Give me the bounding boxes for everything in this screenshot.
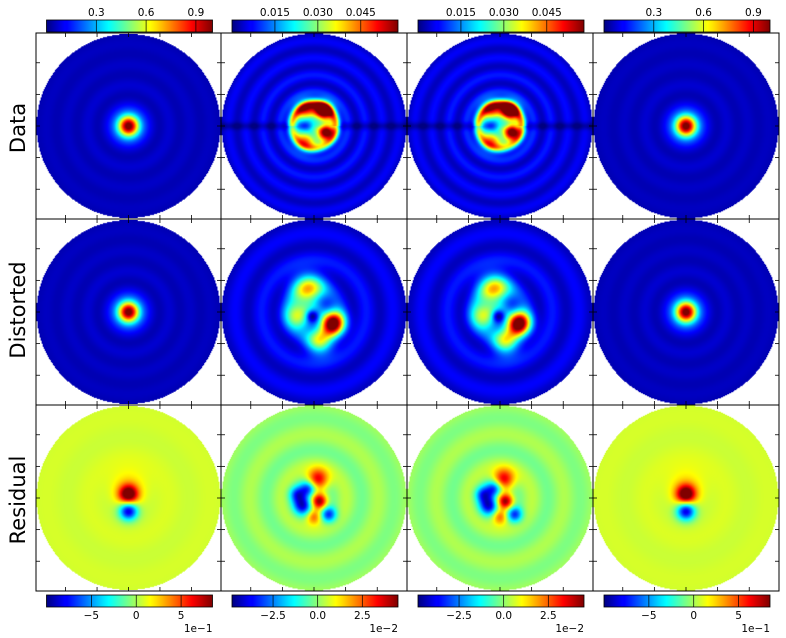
colorbar-tick-label: 2.5 [540, 610, 557, 622]
panel-heatmap [593, 219, 779, 405]
colorbars: 0.3 0.6 0.9 0.015 0.030 0.045 0.015 0.030 0.045 0… [46, 7, 771, 635]
colorbar-tick-label: 0.6 [138, 7, 155, 19]
colorbar-tick-label: 0.9 [745, 7, 762, 19]
panel-2-0 [35, 404, 222, 592]
colorbar-bottom-0: −5 0 51e−1 [46, 594, 213, 635]
panel-1-1 [220, 218, 408, 406]
panel-heatmap [407, 405, 593, 591]
colorbar-tick-label: 0.045 [532, 7, 562, 19]
panel-0-0 [35, 32, 222, 220]
panel-heatmap [221, 405, 407, 591]
colorbar-gradient [231, 19, 399, 33]
panel-2-3 [592, 404, 780, 592]
colorbar-tick-label: 0.030 [303, 7, 333, 19]
colorbar-tick-label: −2.5 [446, 610, 472, 622]
colorbar-bottom-1: −2.5 0.0 2.51e−2 [231, 594, 399, 635]
panel-0-2 [406, 32, 594, 220]
panel-heatmap [407, 219, 593, 405]
colorbar-tick-label: 0.045 [346, 7, 376, 19]
colorbar-tick-label: 0.0 [495, 610, 512, 622]
colorbar-top-2: 0.015 0.030 0.045 [417, 7, 585, 33]
panel-heatmap [36, 220, 221, 404]
colorbar-tick-label: 0.6 [695, 7, 712, 19]
panel-heatmap [593, 33, 779, 219]
colorbar-gradient [603, 19, 771, 33]
panel-2-2 [406, 404, 594, 592]
colorbar-tick-label: −5 [641, 610, 656, 622]
colorbar-bottom-3: −5 0 51e−1 [603, 594, 771, 635]
colorbar-gradient [417, 19, 585, 33]
colorbar-multiplier: 1e−2 [555, 623, 584, 635]
colorbar-tick-label: 0 [690, 610, 697, 622]
colorbar-tick-label: 5 [178, 610, 185, 622]
colorbar-multiplier: 1e−1 [184, 623, 213, 635]
colorbar-gradient [46, 19, 213, 33]
colorbar-top-1: 0.015 0.030 0.045 [231, 7, 399, 33]
panel-heatmap [36, 406, 221, 590]
panel-1-3 [592, 218, 780, 406]
panel-2-1 [220, 404, 408, 592]
row-label-distorted: Distorted [6, 261, 30, 359]
colorbar-tick-label: 0.3 [88, 7, 105, 19]
colorbar-gradient [46, 594, 213, 608]
panel-heatmap [36, 34, 221, 218]
colorbar-gradient [231, 594, 399, 608]
panel-0-3 [592, 32, 780, 220]
colorbar-top-3: 0.3 0.6 0.9 [603, 7, 771, 33]
colorbar-tick-label: 0.0 [309, 610, 326, 622]
colorbar-tick-label: −2.5 [260, 610, 286, 622]
colorbar-multiplier: 1e−2 [369, 623, 398, 635]
colorbar-tick-label: −5 [84, 610, 99, 622]
colorbar-top-0: 0.3 0.6 0.9 [46, 7, 213, 33]
panel-heatmap [221, 219, 407, 405]
panel-1-0 [35, 218, 222, 406]
panel-1-2 [406, 218, 594, 406]
colorbar-tick-label: 5 [735, 610, 742, 622]
colorbar-tick-label: 0 [133, 610, 140, 622]
colorbar-gradient [603, 594, 771, 608]
colorbar-tick-label: 0.9 [188, 7, 205, 19]
panels-grid [35, 32, 780, 592]
panel-0-1 [220, 32, 408, 220]
colorbar-gradient [417, 594, 585, 608]
panel-heatmap [407, 33, 593, 219]
row-label-data: Data [6, 102, 30, 154]
colorbar-tick-label: 0.015 [260, 7, 290, 19]
colorbar-tick-label: 0.3 [645, 7, 662, 19]
colorbar-tick-label: 0.015 [446, 7, 476, 19]
panel-heatmap [221, 33, 407, 219]
panel-heatmap [593, 405, 779, 591]
colorbar-tick-label: 0.030 [489, 7, 519, 19]
row-label-residual: Residual [6, 455, 30, 545]
colorbar-tick-label: 2.5 [354, 610, 371, 622]
colorbar-bottom-2: −2.5 0.0 2.51e−2 [417, 594, 585, 635]
colorbar-multiplier: 1e−1 [741, 623, 770, 635]
